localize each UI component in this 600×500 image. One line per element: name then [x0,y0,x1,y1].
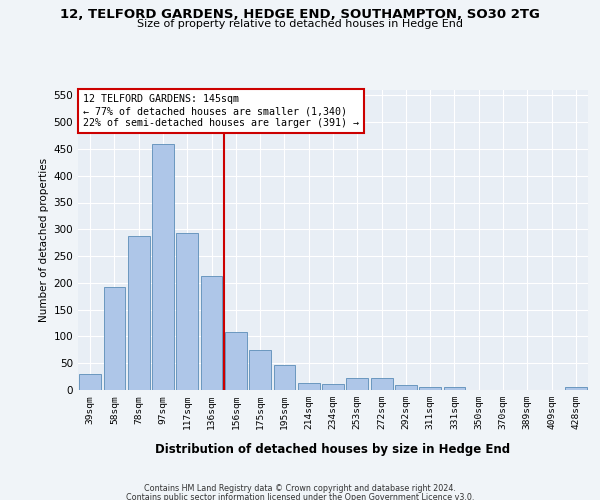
Bar [249,350,271,390]
Bar [443,388,466,390]
Bar [395,385,417,390]
Y-axis label: Number of detached properties: Number of detached properties [39,158,49,322]
Bar [298,382,320,390]
Bar [371,378,392,390]
Bar [200,276,223,390]
Bar [128,236,149,390]
Bar [419,388,441,390]
Text: Size of property relative to detached houses in Hedge End: Size of property relative to detached ho… [137,19,463,29]
Bar [225,332,247,390]
Bar [565,388,587,390]
Bar [104,287,125,390]
Bar [152,144,174,390]
Bar [79,374,101,390]
Text: 12 TELFORD GARDENS: 145sqm
← 77% of detached houses are smaller (1,340)
22% of s: 12 TELFORD GARDENS: 145sqm ← 77% of deta… [83,94,359,128]
Bar [176,233,198,390]
Bar [322,384,344,390]
Text: Contains public sector information licensed under the Open Government Licence v3: Contains public sector information licen… [126,492,474,500]
Text: 12, TELFORD GARDENS, HEDGE END, SOUTHAMPTON, SO30 2TG: 12, TELFORD GARDENS, HEDGE END, SOUTHAMP… [60,8,540,20]
Bar [346,378,368,390]
Bar [274,366,295,390]
Text: Contains HM Land Registry data © Crown copyright and database right 2024.: Contains HM Land Registry data © Crown c… [144,484,456,493]
Text: Distribution of detached houses by size in Hedge End: Distribution of detached houses by size … [155,442,511,456]
